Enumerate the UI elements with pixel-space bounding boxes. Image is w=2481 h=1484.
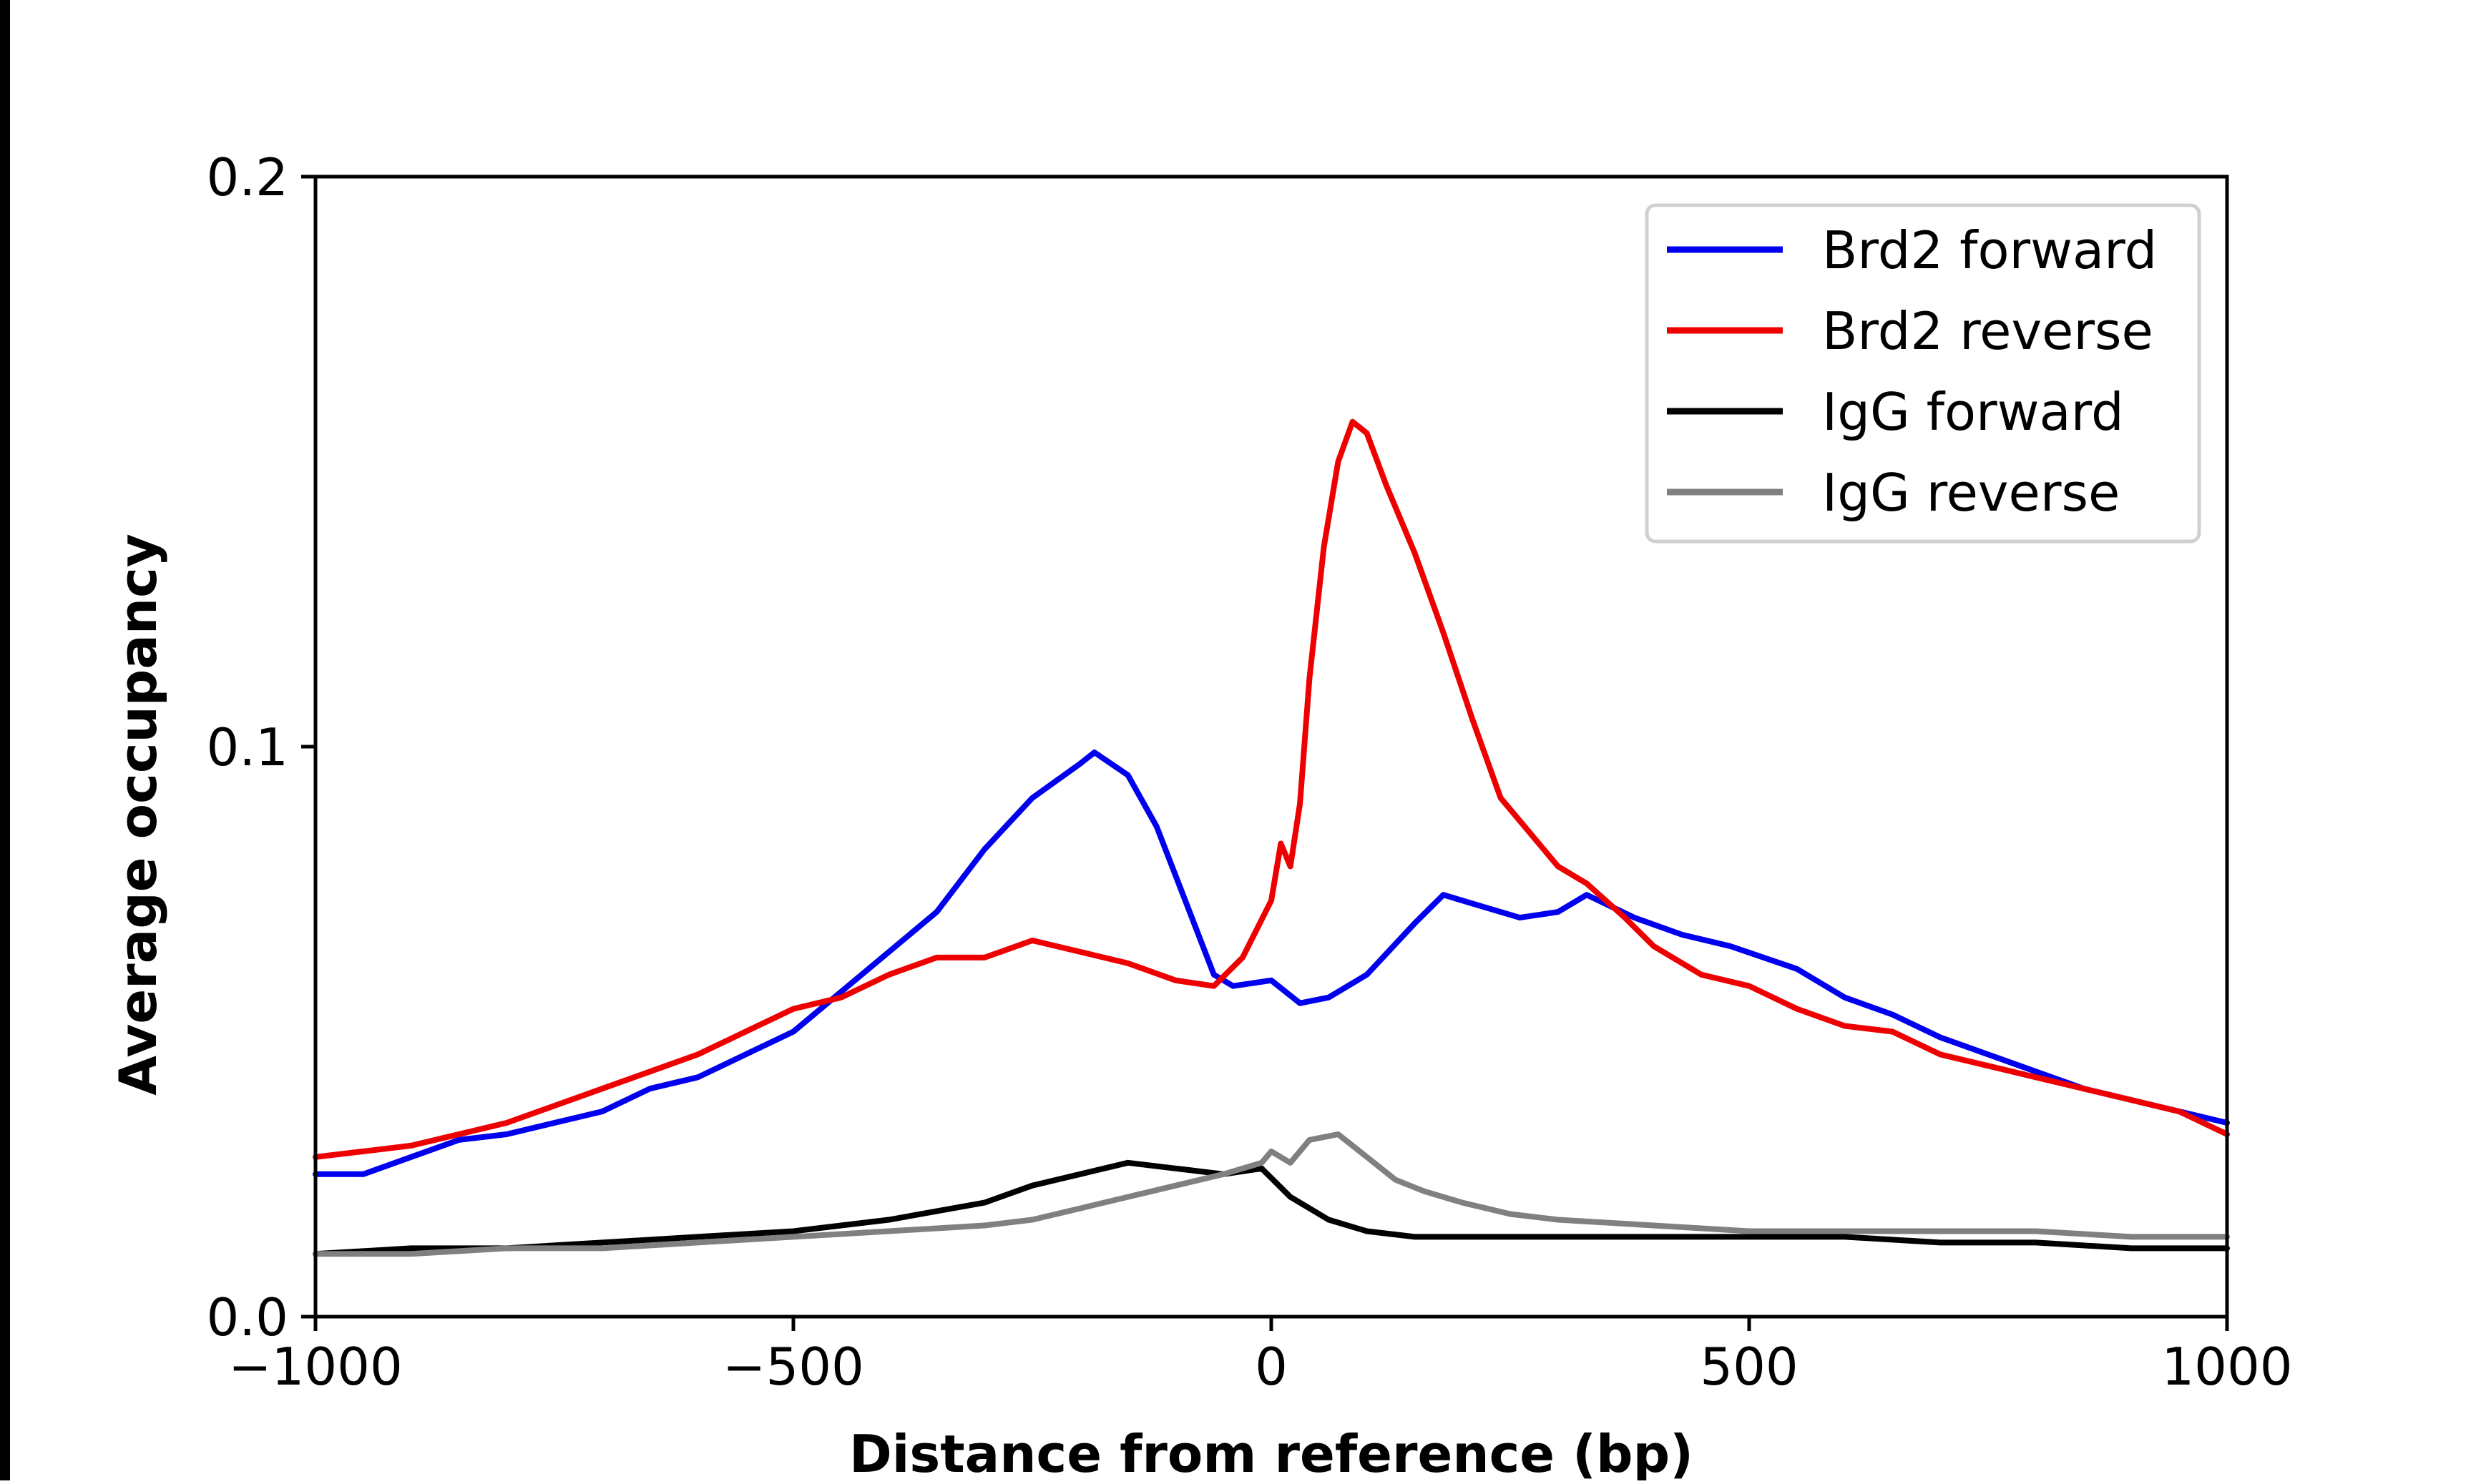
y-axis-label: Average occupancy xyxy=(108,534,168,1096)
x-tick-label: 1000 xyxy=(2161,1337,2292,1397)
axes: −1000 −500 0 500 1000 0.0 0.1 0.2 xyxy=(206,147,2292,1397)
figure-frame-left-edge xyxy=(0,0,10,1480)
series-line-3 xyxy=(313,1131,2230,1257)
y-tick-label: 0.1 xyxy=(206,717,288,777)
x-tick-label: 0 xyxy=(1255,1337,1288,1397)
legend: Brd2 forward Brd2 reverse IgG forward IgG r… xyxy=(1645,203,2201,544)
x-tick-label: 500 xyxy=(1700,1337,1798,1397)
legend-label: Brd2 forward xyxy=(1822,220,2157,280)
series-line-2 xyxy=(313,1159,2230,1257)
x-tick-label: −500 xyxy=(723,1337,864,1397)
legend-box xyxy=(1645,203,2201,544)
x-tick-label: −1000 xyxy=(228,1337,403,1397)
plot-area xyxy=(313,418,2230,1257)
y-tick-label: 0.0 xyxy=(206,1287,288,1347)
series-line-0 xyxy=(313,750,2230,1177)
y-tick-label: 0.2 xyxy=(206,147,288,207)
x-axis-label: Distance from reference (bp) xyxy=(849,1424,1693,1480)
legend-label: Brd2 reverse xyxy=(1822,301,2153,361)
legend-label: IgG forward xyxy=(1822,382,2124,442)
legend-label: IgG reverse xyxy=(1822,463,2120,523)
series-line-1 xyxy=(313,418,2230,1160)
